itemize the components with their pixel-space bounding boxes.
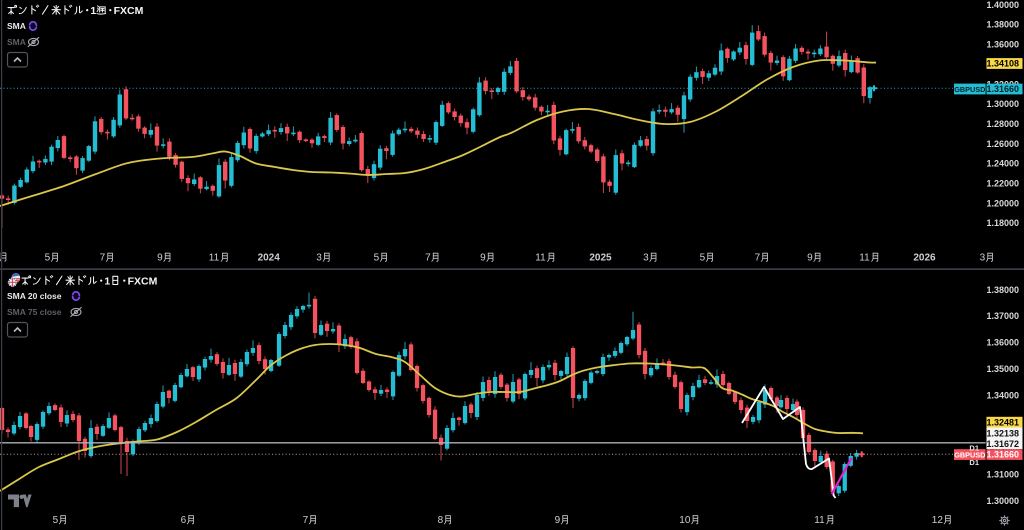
svg-text:11: 11 <box>535 253 546 264</box>
svg-text:2026: 2026 <box>913 253 936 264</box>
svg-text:FXCM: FXCM <box>128 275 158 287</box>
svg-text:3: 3 <box>643 253 649 264</box>
svg-text:1: 1 <box>104 275 110 287</box>
svg-text:1.32481: 1.32481 <box>986 417 1019 427</box>
svg-text:3: 3 <box>980 253 986 264</box>
svg-text:1.31660: 1.31660 <box>986 450 1019 460</box>
svg-text:7: 7 <box>425 253 431 264</box>
svg-text:2025: 2025 <box>589 253 612 264</box>
svg-text:1.31660: 1.31660 <box>986 84 1019 94</box>
svg-text:5: 5 <box>45 253 51 264</box>
svg-text:SMA 75 close: SMA 75 close <box>7 307 62 317</box>
svg-text:1.30000: 1.30000 <box>986 99 1019 109</box>
svg-text:12: 12 <box>932 515 944 526</box>
svg-text:1.40000: 1.40000 <box>986 0 1019 10</box>
svg-text:9: 9 <box>807 253 813 264</box>
svg-text:9: 9 <box>480 253 486 264</box>
svg-text:9: 9 <box>555 515 561 526</box>
svg-text:5: 5 <box>700 253 706 264</box>
svg-text:GBPUSD: GBPUSD <box>954 451 985 460</box>
svg-text:1: 1 <box>90 5 96 17</box>
svg-text:7: 7 <box>755 253 761 264</box>
svg-text:1.24000: 1.24000 <box>986 159 1019 169</box>
svg-text:5: 5 <box>53 515 59 526</box>
svg-text:GBPUSD: GBPUSD <box>954 85 985 94</box>
svg-text:1.34108: 1.34108 <box>986 59 1019 69</box>
svg-text:1.36000: 1.36000 <box>986 338 1019 348</box>
svg-text:1.34000: 1.34000 <box>986 390 1019 400</box>
svg-text:8: 8 <box>438 515 444 526</box>
svg-text:1.36000: 1.36000 <box>986 40 1019 50</box>
svg-text:7: 7 <box>100 253 106 264</box>
svg-text:11: 11 <box>209 253 220 264</box>
svg-text:D1: D1 <box>969 458 979 467</box>
svg-text:6: 6 <box>181 515 187 526</box>
svg-text:5: 5 <box>374 253 380 264</box>
svg-text:1.32138: 1.32138 <box>986 429 1019 439</box>
svg-text:10: 10 <box>679 515 691 526</box>
svg-text:1.30000: 1.30000 <box>986 496 1019 506</box>
svg-text:1.38000: 1.38000 <box>986 20 1019 30</box>
svg-text:1.26000: 1.26000 <box>986 139 1019 149</box>
svg-text:11: 11 <box>814 515 825 526</box>
svg-text:1.31000: 1.31000 <box>986 469 1019 479</box>
svg-text:11: 11 <box>859 253 870 264</box>
svg-text:1.37000: 1.37000 <box>986 311 1019 321</box>
svg-text:1.38000: 1.38000 <box>986 285 1019 295</box>
svg-text:2024: 2024 <box>258 253 281 264</box>
svg-text:SMA 20 close: SMA 20 close <box>7 291 62 301</box>
svg-text:FXCM: FXCM <box>114 5 144 17</box>
svg-text:D1: D1 <box>969 443 979 452</box>
svg-text:9: 9 <box>157 253 163 264</box>
svg-text:1.35000: 1.35000 <box>986 364 1019 374</box>
svg-text:7: 7 <box>303 515 309 526</box>
svg-text:SMA: SMA <box>7 21 26 31</box>
svg-text:1.31672: 1.31672 <box>986 439 1019 449</box>
svg-text:1.28000: 1.28000 <box>986 119 1019 129</box>
svg-text:1.20000: 1.20000 <box>986 198 1019 208</box>
svg-text:3: 3 <box>316 253 322 264</box>
svg-text:SMA: SMA <box>7 37 26 47</box>
svg-text:1.22000: 1.22000 <box>986 179 1019 189</box>
svg-text:1.18000: 1.18000 <box>986 218 1019 228</box>
